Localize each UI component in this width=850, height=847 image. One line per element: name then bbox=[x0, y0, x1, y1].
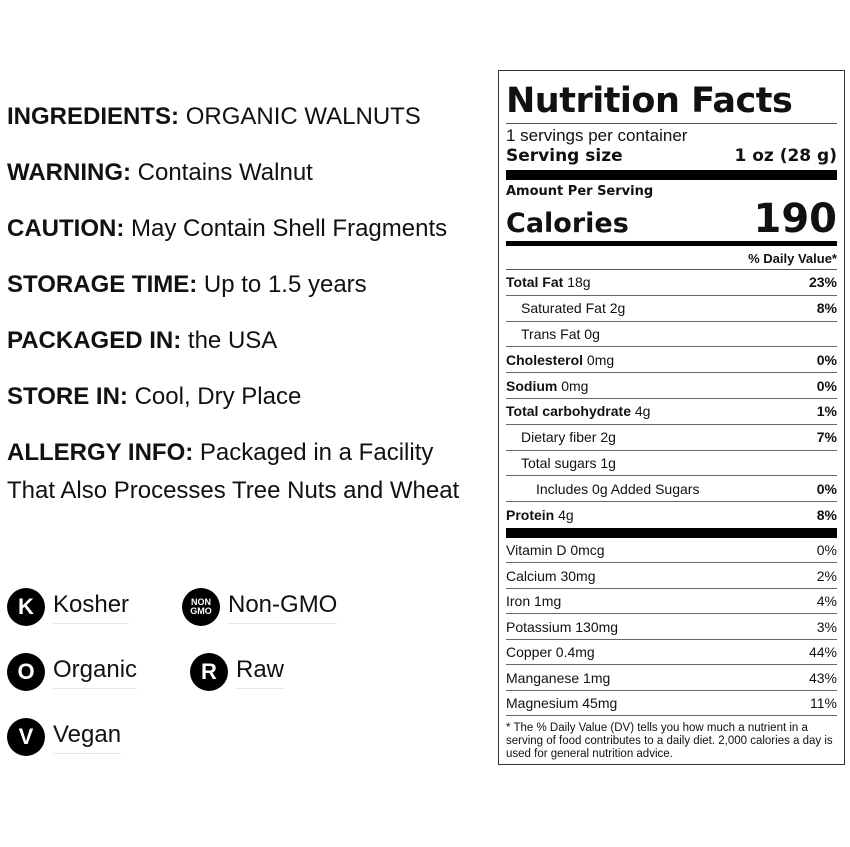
divider bbox=[506, 170, 837, 180]
store-in: STORE IN: Cool, Dry Place bbox=[7, 383, 302, 410]
ingredients: INGREDIENTS: ORGANIC WALNUTS bbox=[7, 103, 421, 130]
nutrient-row: Total sugars 1g bbox=[506, 451, 837, 477]
caution: CAUTION: May Contain Shell Fragments bbox=[7, 215, 448, 242]
nutrient-row: Total carbohydrate 4g 1% bbox=[506, 399, 837, 425]
badge-raw: R Raw bbox=[190, 653, 285, 691]
vitamin-row: Calcium 30mg 2% bbox=[506, 563, 837, 589]
badge-kosher: K Kosher bbox=[7, 588, 130, 626]
vitamin-row: Manganese 1mg 43% bbox=[506, 665, 837, 691]
packaged-in: PACKAGED IN: the USA bbox=[7, 327, 278, 354]
vitamin-row: Iron 1mg 4% bbox=[506, 589, 837, 615]
nutrient-row: Cholesterol 0mg 0% bbox=[506, 347, 837, 374]
warning: WARNING: Contains Walnut bbox=[7, 159, 313, 186]
badge-label: Raw bbox=[236, 656, 285, 689]
nutrient-row: Saturated Fat 2g 8% bbox=[506, 296, 837, 322]
footnote: * The % Daily Value (DV) tells you how m… bbox=[506, 722, 833, 761]
nutrient-row: Protein 4g 8% bbox=[506, 507, 837, 524]
vitamin-row: Copper 0.4mg 44% bbox=[506, 640, 837, 666]
product-info: INGREDIENTS: ORGANIC WALNUTS WARNING: Co… bbox=[7, 98, 492, 528]
kosher-icon: K bbox=[7, 588, 45, 626]
allergy-info: ALLERGY INFO: Packaged in a Facility Tha… bbox=[7, 439, 460, 504]
daily-value-header: % Daily Value* bbox=[506, 248, 837, 270]
vitamin-row: Magnesium 45mg 11% bbox=[506, 691, 837, 717]
badge-label: Kosher bbox=[53, 591, 130, 624]
badge-organic: O Organic bbox=[7, 653, 138, 691]
nutrient-row: Trans Fat 0g bbox=[506, 322, 837, 348]
nutrient-row: Includes 0g Added Sugars 0% bbox=[506, 476, 837, 503]
badge-label: Non-GMO bbox=[228, 591, 338, 624]
vegan-icon: V bbox=[7, 718, 45, 756]
badge-label: Organic bbox=[53, 656, 138, 689]
amount-per-serving: Amount Per Serving bbox=[506, 184, 654, 199]
nutrient-row: Dietary fiber 2g 7% bbox=[506, 425, 837, 451]
non-gmo-icon: NON GMO bbox=[182, 588, 220, 626]
badge-vegan: V Vegan bbox=[7, 718, 122, 756]
organic-icon: O bbox=[7, 653, 45, 691]
divider bbox=[506, 241, 837, 246]
servings-per-container: 1 servings per container bbox=[506, 126, 688, 145]
raw-icon: R bbox=[190, 653, 228, 691]
divider bbox=[506, 527, 837, 538]
vitamin-row: Vitamin D 0mcg 0% bbox=[506, 538, 837, 564]
nutrient-row: Sodium 0mg 0% bbox=[506, 373, 837, 399]
storage-time: STORAGE TIME: Up to 1.5 years bbox=[7, 271, 367, 298]
nf-title: Nutrition Facts bbox=[506, 81, 837, 124]
badge-non-gmo: NON GMO Non-GMO bbox=[182, 588, 338, 626]
calories: Calories 190 bbox=[506, 196, 837, 242]
vitamin-row: Potassium 130mg 3% bbox=[506, 614, 837, 640]
nutrition-facts-panel: Nutrition Facts 1 servings per container… bbox=[498, 70, 845, 765]
serving-size: Serving size 1 oz (28 g) bbox=[506, 146, 837, 166]
badge-label: Vegan bbox=[53, 721, 122, 754]
nutrient-row: Total Fat 18g 23% bbox=[506, 270, 837, 296]
